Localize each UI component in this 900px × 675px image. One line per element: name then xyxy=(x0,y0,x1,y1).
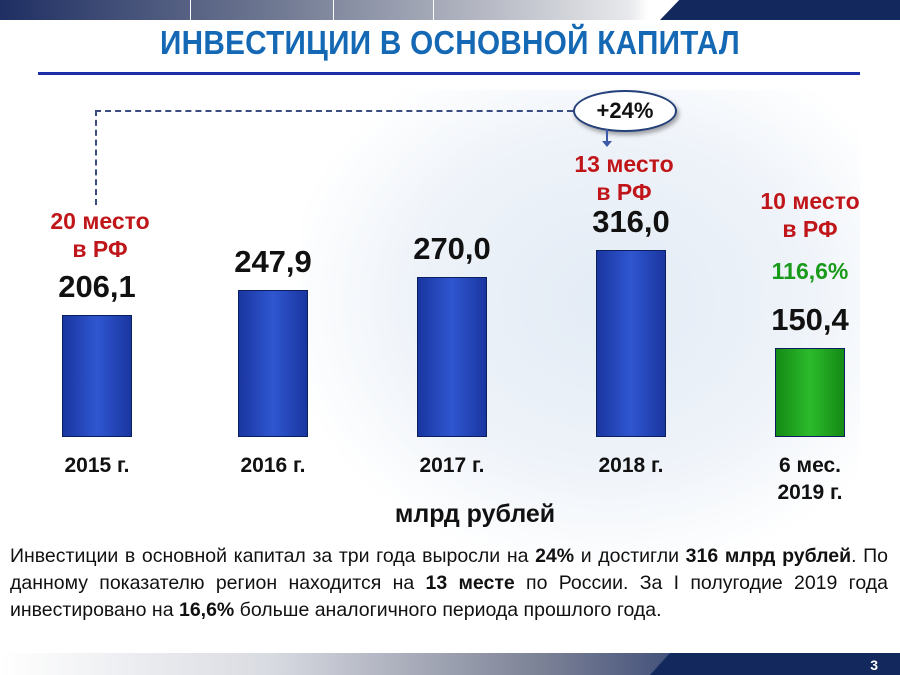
body-text: по России. За I полугодие 2019 года инве… xyxy=(10,572,888,621)
rank-line: 10 место xyxy=(760,188,860,214)
summary-paragraph: Инвестиции в основной капитал за три год… xyxy=(10,543,888,624)
value-label-1: 247,9 xyxy=(234,244,312,280)
growth-badge: +24% xyxy=(573,90,677,132)
category-label-line: 2015 г. xyxy=(64,454,130,477)
category-label-line: 6 мес. xyxy=(779,454,841,477)
growth-percent-2019: 116,6% xyxy=(771,258,849,284)
rank-line: в РФ xyxy=(72,236,128,262)
unit-label: млрд рублей xyxy=(394,500,556,528)
category-label-1: 2016 г. xyxy=(193,452,353,479)
highlight-text: 24% xyxy=(535,545,575,567)
category-label-line: 2019 г. xyxy=(777,481,843,504)
rank-line: в РФ xyxy=(596,179,652,205)
value-label-3: 316,0 xyxy=(592,203,670,239)
value-label-4: 150,4 xyxy=(771,301,849,337)
rank-annotation: 10 место в РФ xyxy=(730,187,890,243)
bar-0 xyxy=(62,314,132,437)
rank-line: в РФ xyxy=(782,216,838,242)
bar-2 xyxy=(417,277,487,437)
category-label-line: 2018 г. xyxy=(598,454,664,477)
title-underline xyxy=(38,72,860,75)
value-label-2: 270,0 xyxy=(413,231,491,267)
category-label-3: 2018 г. xyxy=(551,452,711,479)
highlight-text: 13 месте xyxy=(425,572,515,594)
category-label-2: 2017 г. xyxy=(372,452,532,479)
arrow-down-icon xyxy=(602,129,612,147)
growth-connector-line xyxy=(95,110,573,112)
growth-connector-line-vertical xyxy=(95,110,97,205)
body-text: больше аналогичного периода прошлого год… xyxy=(234,599,662,621)
highlight-text: 16,6% xyxy=(178,599,235,621)
category-label-line: 2016 г. xyxy=(240,454,306,477)
value-label-0: 206,1 xyxy=(58,268,136,304)
body-text: Инвестиции в основной капитал за три год… xyxy=(10,545,536,567)
highlight-text: 316 млрд рублей xyxy=(685,545,852,567)
top-banner xyxy=(0,0,900,20)
body-text: и достигли xyxy=(574,545,686,567)
bar-4 xyxy=(775,347,845,437)
rank-annotation: 20 место в РФ xyxy=(20,207,180,263)
rank-annotation: 13 место в РФ xyxy=(544,150,704,206)
footer-banner xyxy=(0,653,900,675)
category-label-line: 2017 г. xyxy=(419,454,485,477)
category-label-0: 2015 г. xyxy=(17,452,177,479)
background-map xyxy=(300,90,860,560)
page-number: 3 xyxy=(870,657,878,673)
bar-1 xyxy=(238,290,308,437)
rank-line: 13 место xyxy=(574,151,674,177)
category-label-4: 6 мес. 2019 г. xyxy=(730,452,890,506)
slide-title: ИНВЕСТИЦИИ В ОСНОВНОЙ КАПИТАЛ xyxy=(160,24,740,61)
body-text: . По данному показателю регион находится… xyxy=(10,545,889,594)
rank-line: 20 место xyxy=(50,208,150,234)
bar-3 xyxy=(596,249,666,437)
